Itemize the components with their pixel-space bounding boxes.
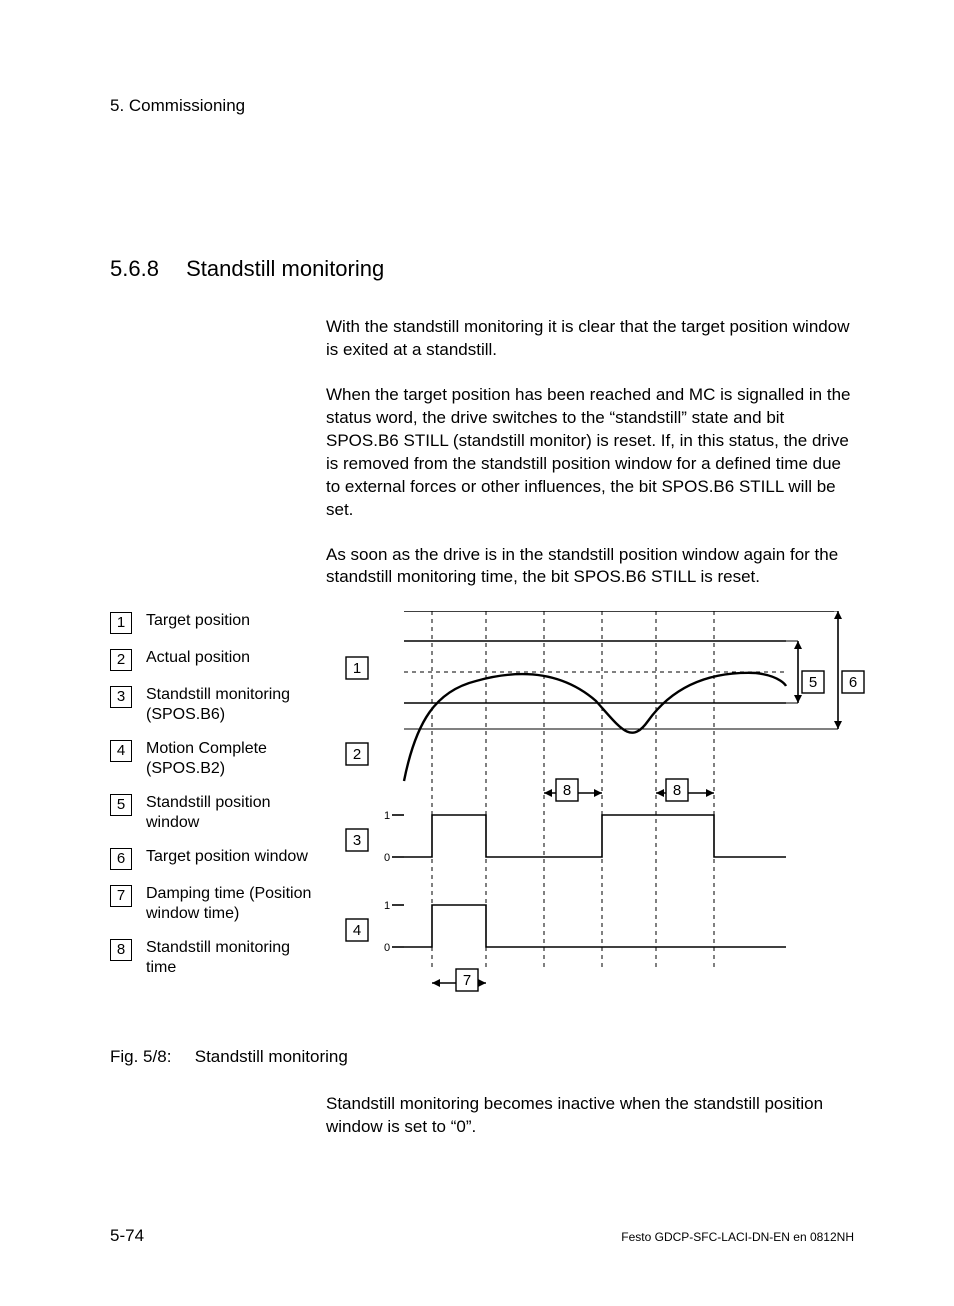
- svg-text:6: 6: [849, 674, 857, 691]
- page-number: 5-74: [110, 1226, 144, 1246]
- section-heading: 5.6.8 Standstill monitoring: [110, 256, 854, 282]
- legend-item-4: 4 Motion Complete (SPOS.B2): [110, 739, 320, 779]
- legend-item-2: 2 Actual position: [110, 648, 320, 671]
- svg-text:3: 3: [353, 832, 361, 849]
- legend-label-2: Actual position: [146, 648, 320, 668]
- svg-text:0: 0: [384, 852, 390, 864]
- svg-text:8: 8: [563, 782, 571, 799]
- footer: 5-74 Festo GDCP-SFC-LACI-DN-EN en 0812NH: [110, 1226, 854, 1246]
- legend-num-5: 5: [110, 794, 132, 816]
- svg-text:1: 1: [384, 900, 390, 912]
- legend-label-8: Standstill monitoring time: [146, 938, 320, 978]
- svg-text:7: 7: [463, 972, 471, 989]
- legend-item-8: 8 Standstill monitoring time: [110, 938, 320, 978]
- legend-num-3: 3: [110, 686, 132, 708]
- legend-num-2: 2: [110, 649, 132, 671]
- legend-num-4: 4: [110, 740, 132, 762]
- chapter-header: 5. Commissioning: [110, 96, 854, 116]
- diagram: 1 0 1 0 1 2 3 4 5 6 7 8 8: [326, 611, 886, 1011]
- legend: 1 Target position 2 Actual position 3 St…: [110, 611, 320, 992]
- legend-item-5: 5 Standstill position window: [110, 793, 320, 833]
- figure-caption: Fig. 5/8: Standstill monitoring: [110, 1047, 854, 1067]
- legend-item-1: 1 Target position: [110, 611, 320, 634]
- closing-paragraph: Standstill monitoring becomes inactive w…: [326, 1093, 854, 1139]
- legend-label-3: Standstill monitoring (SPOS.B6): [146, 685, 320, 725]
- section-number: 5.6.8: [110, 256, 180, 282]
- section-title: Standstill monitoring: [186, 256, 384, 281]
- page: 5. Commissioning 5.6.8 Standstill monito…: [0, 0, 954, 1306]
- legend-item-6: 6 Target position window: [110, 847, 320, 870]
- svg-text:1: 1: [353, 660, 361, 677]
- legend-item-7: 7 Damping time (Position window time): [110, 884, 320, 924]
- legend-item-3: 3 Standstill monitoring (SPOS.B6): [110, 685, 320, 725]
- paragraph-1: With the standstill monitoring it is cle…: [326, 316, 854, 362]
- legend-num-7: 7: [110, 885, 132, 907]
- figure: 1 Target position 2 Actual position 3 St…: [110, 611, 854, 1041]
- paragraph-2: When the target position has been reache…: [326, 384, 854, 522]
- diagram-svg: 1 0 1 0 1 2 3 4 5 6 7 8 8: [326, 611, 886, 1011]
- legend-label-7: Damping time (Position window time): [146, 884, 320, 924]
- legend-label-6: Target position window: [146, 847, 320, 867]
- figure-caption-text: Standstill monitoring: [195, 1047, 348, 1066]
- legend-label-5: Standstill position window: [146, 793, 320, 833]
- legend-label-1: Target position: [146, 611, 320, 631]
- svg-text:1: 1: [384, 810, 390, 822]
- legend-num-1: 1: [110, 612, 132, 634]
- figure-caption-label: Fig. 5/8:: [110, 1047, 190, 1067]
- legend-num-8: 8: [110, 939, 132, 961]
- legend-label-4: Motion Complete (SPOS.B2): [146, 739, 320, 779]
- svg-text:8: 8: [673, 782, 681, 799]
- doc-id: Festo GDCP-SFC-LACI-DN-EN en 0812NH: [621, 1230, 854, 1244]
- svg-text:2: 2: [353, 746, 361, 763]
- svg-text:0: 0: [384, 942, 390, 954]
- legend-num-6: 6: [110, 848, 132, 870]
- svg-text:5: 5: [809, 674, 817, 691]
- paragraph-3: As soon as the drive is in the standstil…: [326, 544, 854, 590]
- svg-text:4: 4: [353, 922, 361, 939]
